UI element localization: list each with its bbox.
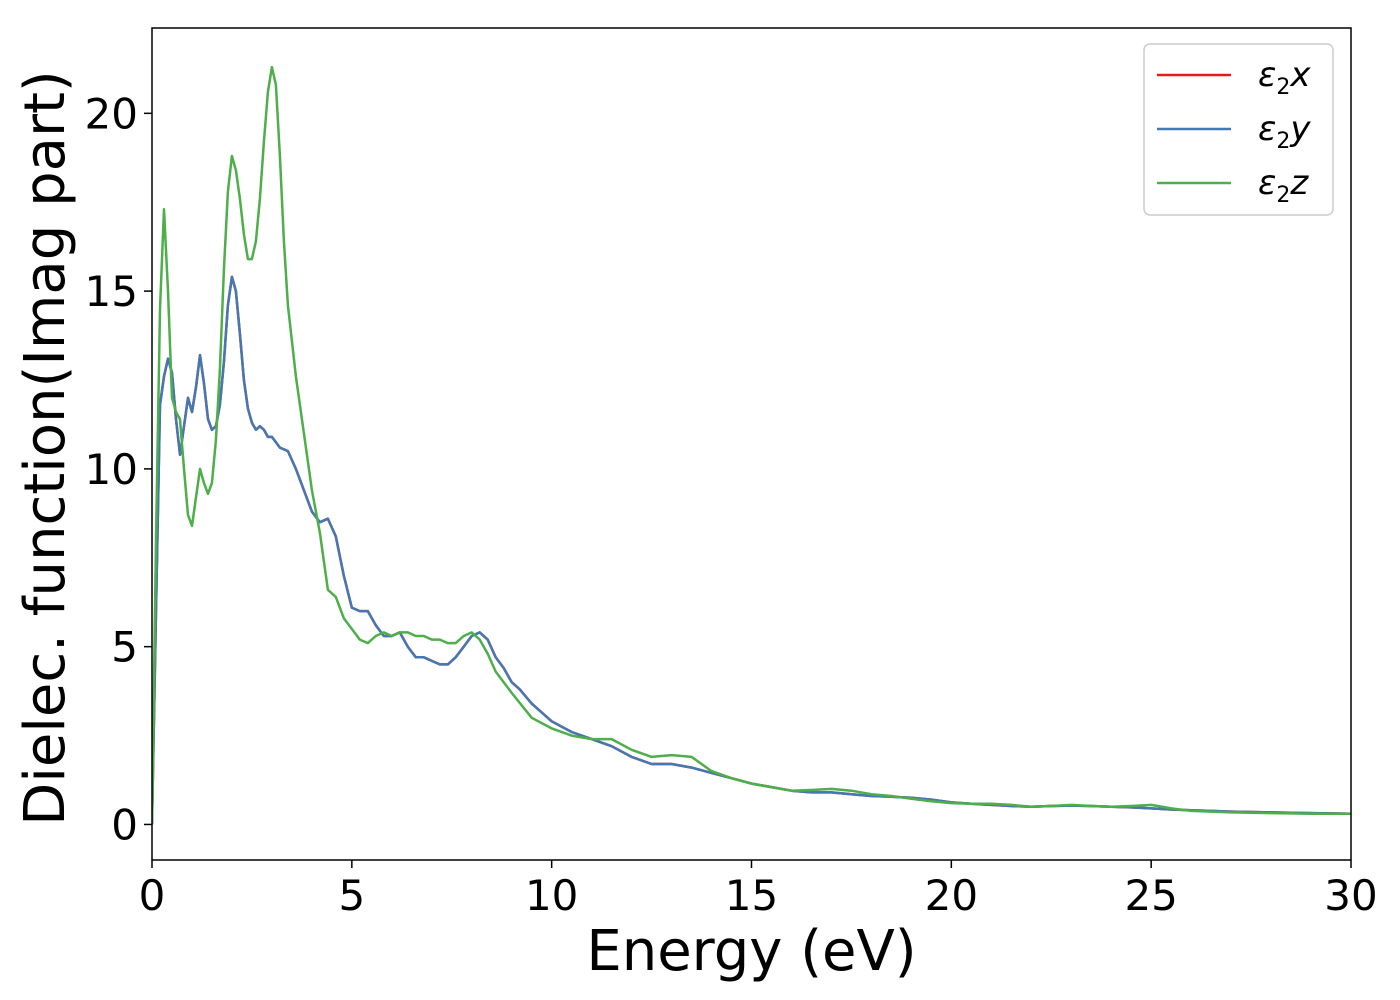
series-line-x: [152, 275, 1351, 825]
x-axis-ticks: 0 5 10 15 20 25 30: [139, 860, 1378, 920]
x-tick-label: 20: [925, 871, 978, 920]
series-line-y: [152, 275, 1351, 825]
legend: ε2x ε2y ε2z: [1143, 43, 1334, 216]
legend-label-z: ε2z: [1258, 163, 1309, 208]
y-tick-label: 0: [111, 800, 138, 849]
y-axis-title: Dielec. function(Imag part): [13, 70, 78, 826]
x-tick-label: 30: [1324, 871, 1377, 920]
y-axis-ticks: 0 5 10 15 20: [85, 89, 152, 849]
x-tick-label: 25: [1124, 871, 1177, 920]
legend-box: [1143, 43, 1334, 216]
x-tick-label: 10: [525, 871, 578, 920]
x-tick-label: 0: [139, 871, 166, 920]
legend-label-x: ε2x: [1258, 55, 1311, 100]
y-tick-label: 5: [111, 623, 138, 672]
y-tick-label: 15: [85, 267, 138, 316]
x-axis-title: Energy (eV): [586, 919, 916, 984]
y-tick-label: 20: [85, 89, 138, 138]
series-layer: [152, 65, 1351, 825]
series-line-z: [152, 65, 1351, 825]
legend-label-y: ε2y: [1258, 109, 1311, 154]
x-tick-label: 5: [338, 871, 365, 920]
y-tick-label: 10: [85, 445, 138, 494]
x-tick-label: 15: [725, 871, 778, 920]
